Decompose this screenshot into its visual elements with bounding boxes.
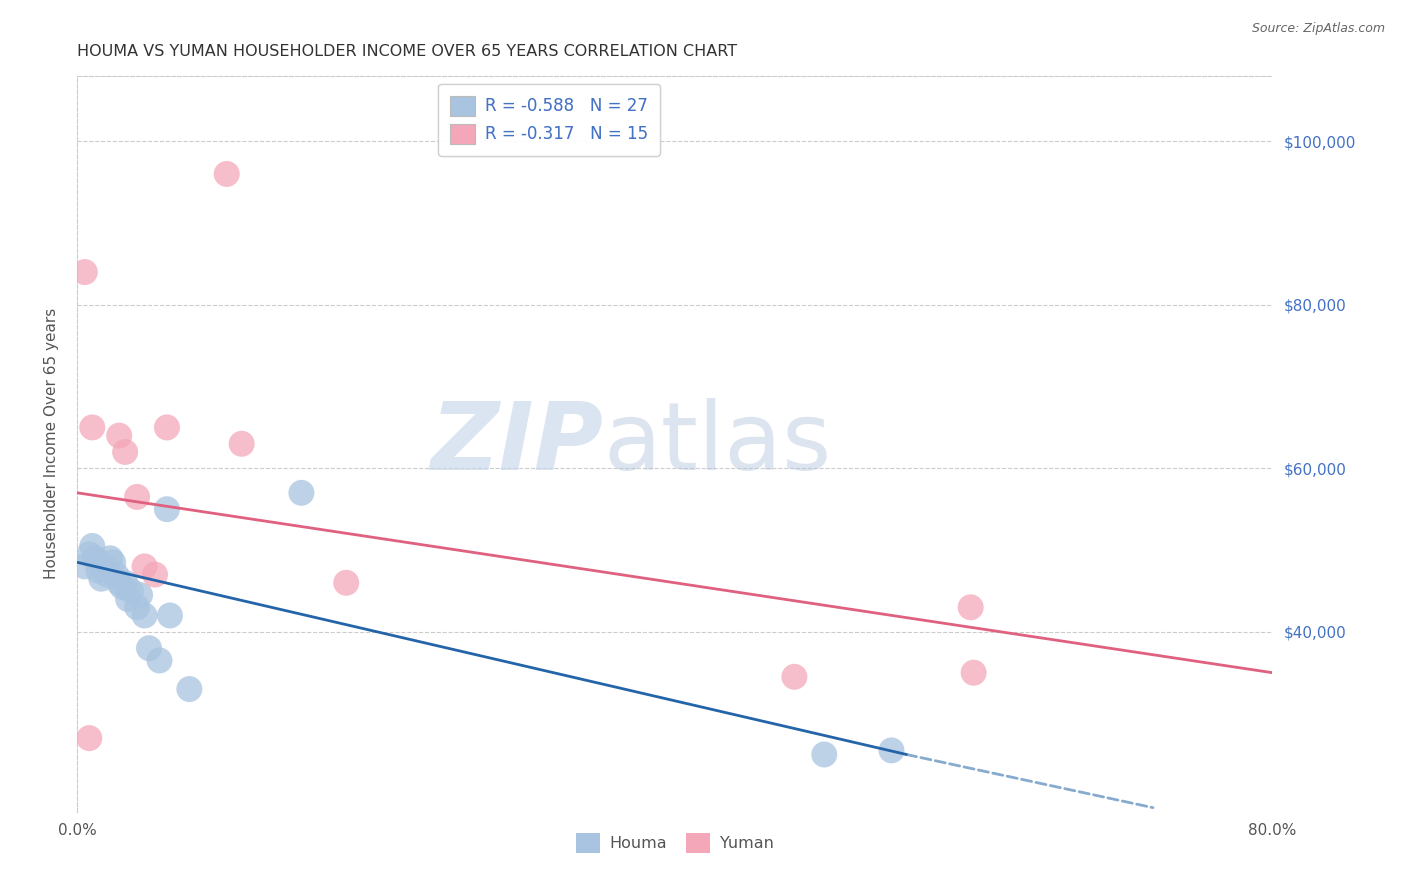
Point	[231, 436, 253, 450]
Point	[127, 490, 149, 504]
Point	[105, 567, 128, 582]
Point	[134, 608, 156, 623]
Point	[959, 600, 981, 615]
Point	[96, 567, 118, 582]
Point	[93, 559, 115, 574]
Point	[880, 743, 903, 757]
Point	[79, 547, 101, 561]
Point	[134, 559, 156, 574]
Point	[87, 564, 110, 578]
Point	[90, 572, 112, 586]
Point	[117, 592, 139, 607]
Point	[111, 580, 134, 594]
Point	[73, 559, 96, 574]
Point	[963, 665, 986, 680]
Point	[120, 583, 142, 598]
Text: HOUMA VS YUMAN HOUSEHOLDER INCOME OVER 65 YEARS CORRELATION CHART: HOUMA VS YUMAN HOUSEHOLDER INCOME OVER 6…	[77, 45, 738, 60]
Point	[82, 420, 104, 434]
Point	[127, 600, 149, 615]
Point	[98, 551, 121, 566]
Legend: R = -0.588   N = 27, R = -0.317   N = 15: R = -0.588 N = 27, R = -0.317 N = 15	[439, 84, 659, 155]
Point	[215, 167, 238, 181]
Text: atlas: atlas	[603, 398, 831, 490]
Point	[82, 539, 104, 553]
Point	[335, 575, 357, 590]
Point	[84, 551, 107, 566]
Point	[156, 420, 179, 434]
Point	[73, 265, 96, 279]
Point	[79, 731, 101, 746]
Point	[103, 555, 124, 569]
Point	[108, 428, 131, 442]
Point	[138, 641, 160, 656]
Point	[179, 681, 201, 696]
Point	[129, 588, 152, 602]
Point	[108, 575, 131, 590]
Point	[159, 608, 181, 623]
Point	[143, 567, 166, 582]
Point	[114, 445, 136, 459]
Text: Source: ZipAtlas.com: Source: ZipAtlas.com	[1251, 22, 1385, 36]
Y-axis label: Householder Income Over 65 years: Householder Income Over 65 years	[44, 308, 59, 580]
Text: ZIP: ZIP	[430, 398, 603, 490]
Point	[148, 653, 170, 667]
Point	[290, 485, 312, 500]
Point	[783, 670, 806, 684]
Point	[813, 747, 835, 762]
Point	[156, 502, 179, 516]
Point	[114, 575, 136, 590]
